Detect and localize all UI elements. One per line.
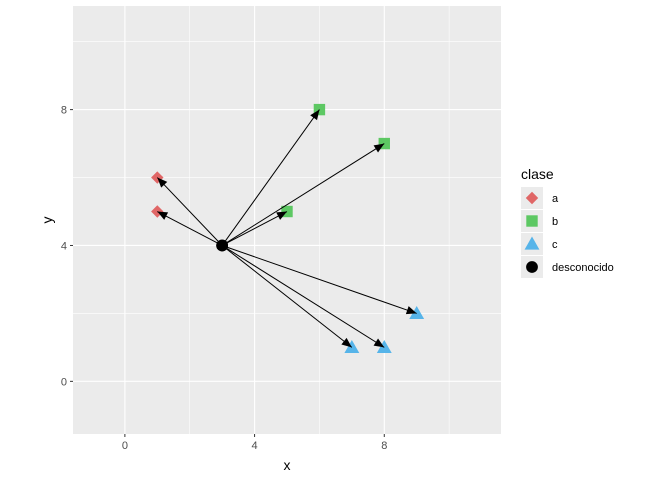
arrow-shaft [221,109,320,246]
arrow-head [341,337,352,348]
legend-key-c [524,236,540,250]
arrow-shaft [221,211,288,246]
legend-label: a [552,193,559,205]
x-axis-title: x [284,457,291,473]
y-tick-label: 0 [61,376,67,388]
plot-panel [73,6,501,434]
legend-key-a [525,191,539,205]
legend-label: c [552,239,558,251]
arrow-shaft [221,245,385,348]
arrow-shaft [221,245,353,348]
arrow-shaft [156,177,223,246]
arrow-shaft [157,211,223,246]
arrow-shaft [221,143,385,246]
arrow-head [405,306,417,315]
y-axis-title: y [39,217,55,224]
legend: clase abc desconocido [521,166,614,278]
x-tick-label: 0 [122,440,128,452]
point-c [376,339,392,353]
grid-major [73,6,501,434]
arrow-head [157,211,169,220]
arrow-head [276,211,287,220]
legend-label: desconocido [552,262,614,274]
arrow-head [373,143,385,153]
grid-minor [73,6,501,434]
axis-ticks [70,109,385,437]
point-c [409,305,425,319]
x-tick-label: 8 [381,440,387,452]
y-tick-label: 8 [61,105,67,117]
y-tick-label: 4 [61,240,67,252]
legend-key-desconocido [526,261,538,273]
point-c [344,339,360,353]
legend-key-b [526,215,538,227]
arrow-head [157,177,168,188]
axis-tick-labels: 0 4 8 0 4 8 [61,105,387,452]
legend-keys: abc desconocido [521,187,614,278]
point-desconocido [216,239,229,252]
x-tick-label: 4 [252,440,258,452]
legend-title: clase [521,166,554,182]
arrow-head [310,109,320,121]
arrow-shaft [221,245,417,314]
arrow-head [373,338,385,348]
legend-label: b [552,216,558,228]
arrows [156,109,417,348]
